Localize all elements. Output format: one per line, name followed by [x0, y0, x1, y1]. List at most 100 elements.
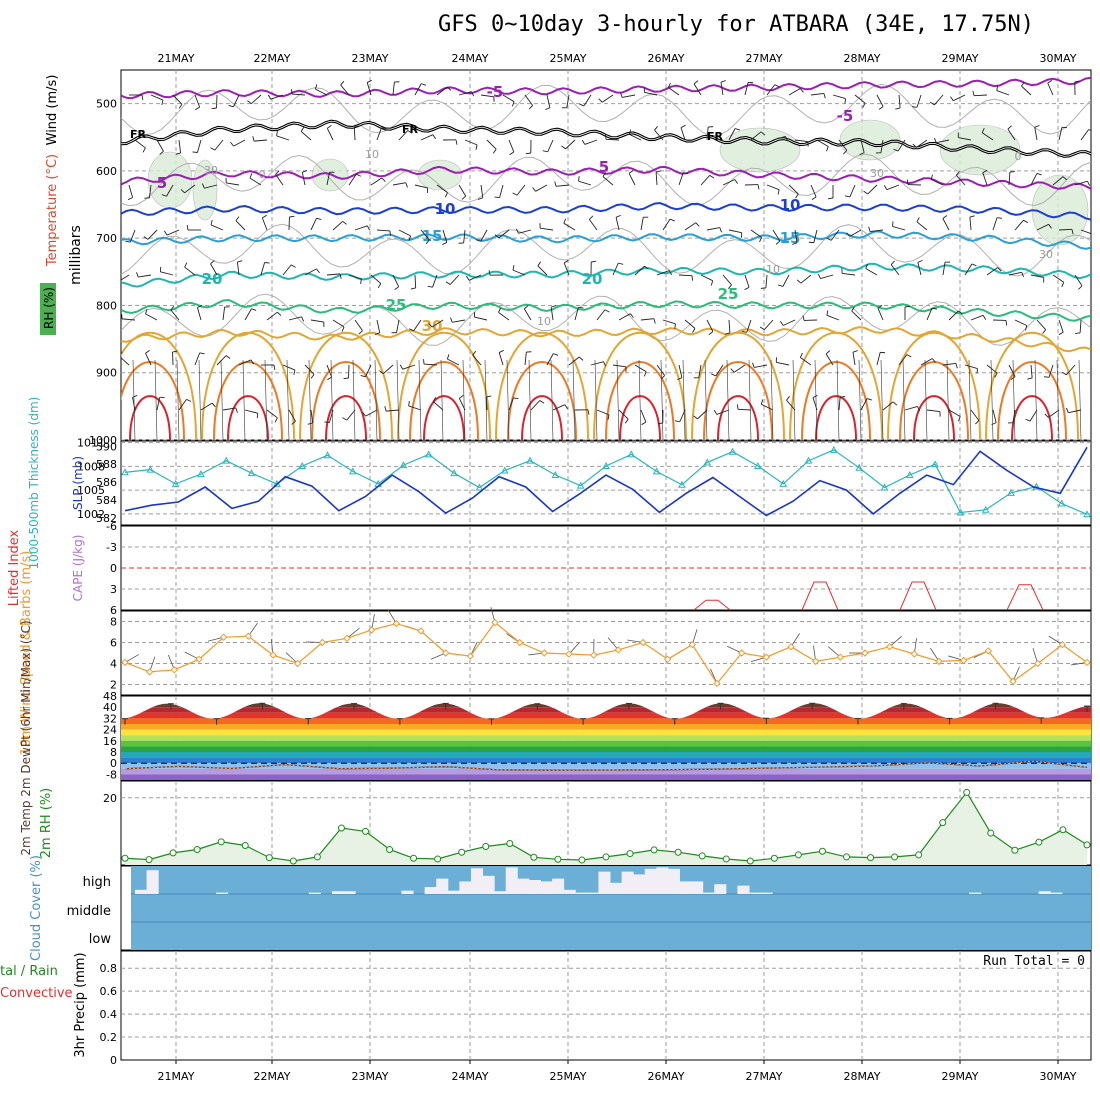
wind10m-marker — [811, 657, 820, 666]
thickness-marker — [146, 465, 155, 473]
rh-contour-label: 30 — [870, 167, 884, 180]
wind-barb-flag — [774, 84, 780, 88]
wind-barb — [898, 354, 908, 366]
wind-barb-flag — [912, 143, 917, 148]
wind10m-marker — [1058, 640, 1067, 649]
temp-band — [121, 718, 1091, 724]
wind-barb — [1036, 223, 1049, 231]
wind-barb-flag — [381, 127, 387, 130]
wind-barb — [413, 319, 422, 332]
wind-barb — [634, 364, 647, 373]
wind10m-marker — [466, 652, 475, 660]
wind-barb-flag — [394, 286, 399, 290]
rh-marker — [1035, 838, 1043, 846]
wind-barb-flag — [736, 404, 739, 410]
wind10m-marker — [762, 653, 771, 661]
cloud-bar-high — [644, 868, 657, 894]
cloud-bar-high — [482, 875, 495, 894]
wind-barb-flag — [273, 364, 276, 371]
wind-barb — [886, 184, 900, 191]
x-tick-label: 29MAY — [942, 1070, 979, 1083]
cloud-bar-high — [714, 884, 727, 894]
rh-contour — [121, 83, 1091, 137]
wind-barb — [920, 358, 933, 366]
wind-barb-flag — [785, 136, 789, 142]
wind-barb — [1012, 409, 1016, 423]
wind-barb-flag — [578, 356, 584, 361]
wind-barb-flag — [145, 349, 150, 354]
rh-shade — [192, 159, 218, 221]
wind-barb — [376, 229, 390, 232]
isotherm-label: 5 — [157, 174, 167, 192]
wind-barb-flag — [551, 305, 557, 308]
wind-barb — [288, 409, 296, 422]
wind-barb — [480, 229, 488, 242]
wind-barb-flag — [1027, 377, 1033, 380]
wind-barb-flag — [917, 406, 921, 412]
wind-barb — [1007, 128, 1016, 141]
wind-barb — [346, 409, 356, 421]
wind-barb-flag — [178, 104, 183, 109]
wind-barb — [275, 174, 284, 186]
wind-barb — [160, 271, 174, 276]
wind-barb-flag — [274, 417, 278, 423]
wind-barb-flag — [301, 316, 305, 322]
wind-barb-flag — [125, 240, 131, 243]
temp-tick-label: 40 — [103, 701, 117, 714]
wind-barb-flag — [374, 332, 380, 335]
rh-marker — [650, 846, 658, 854]
low-level-barb — [1078, 359, 1082, 440]
cloud-background — [131, 866, 1091, 950]
wind10m-marker — [589, 651, 598, 659]
wind-barb — [261, 217, 268, 231]
wind10m-marker — [910, 650, 919, 658]
ylabel-temp2m: 2m Temp 2m DewPt (6hr Min/Max) (°C) — [19, 620, 33, 855]
y-tick-label: 600 — [96, 165, 117, 178]
wind-barb — [432, 401, 444, 411]
wind-barb — [486, 139, 497, 150]
precip-tick-label: 0.4 — [100, 1008, 118, 1021]
cloud-bar-high — [552, 878, 565, 894]
wind-barb — [668, 87, 680, 96]
wind-barb — [982, 172, 988, 186]
wind-barb — [498, 229, 510, 239]
low-level-barb — [308, 359, 312, 440]
wind-barb — [973, 94, 988, 97]
low-level-barb — [814, 359, 818, 440]
isotherm-label: -5 — [837, 107, 854, 125]
wind-barb — [249, 177, 262, 186]
ylabel-li: Lifted Index — [7, 529, 22, 606]
ylabel-cloud: Cloud Cover (%) — [29, 855, 44, 961]
wind-barb — [1008, 271, 1022, 276]
wind10m-marker — [959, 656, 968, 665]
wind-barb-flag — [1087, 180, 1091, 186]
wind10m-marker — [737, 649, 746, 657]
wind-barb — [420, 229, 430, 241]
wind-barb — [934, 94, 944, 106]
wind-barb-flag — [852, 350, 858, 353]
wind-barb-flag — [515, 228, 519, 234]
wind-barb — [992, 217, 998, 231]
wind-barb — [596, 309, 606, 321]
wind-barb-flag — [513, 397, 519, 400]
precip-tick-label: 0.8 — [100, 962, 118, 975]
surface-isotherm — [495, 331, 589, 440]
wind-barb — [398, 229, 411, 237]
wind10m-barb — [285, 652, 298, 664]
wind-barb-flag — [210, 260, 215, 265]
temp-band — [121, 729, 1091, 736]
rh-marker — [987, 829, 995, 837]
thickness-marker — [475, 483, 484, 491]
wind-barb — [1008, 172, 1011, 186]
ylabel-precip: 3hr Precip (mm) — [73, 952, 88, 1057]
wind-barb-flag — [1092, 234, 1093, 239]
wind-barb — [566, 94, 570, 108]
x-axis-bottom: 21MAY 22MAY 23MAY 24MAY 25MAY 26MAY 27MAY 28MAY… — [158, 1060, 1077, 1083]
wind-barb-flag — [498, 349, 504, 353]
wind-barb-flag — [1061, 282, 1065, 288]
wind-barb-flag — [201, 183, 205, 189]
wind-barb — [301, 172, 306, 186]
wind-barb — [1058, 228, 1073, 231]
thickness-marker — [880, 483, 889, 491]
wind-barb-flag — [408, 235, 412, 241]
